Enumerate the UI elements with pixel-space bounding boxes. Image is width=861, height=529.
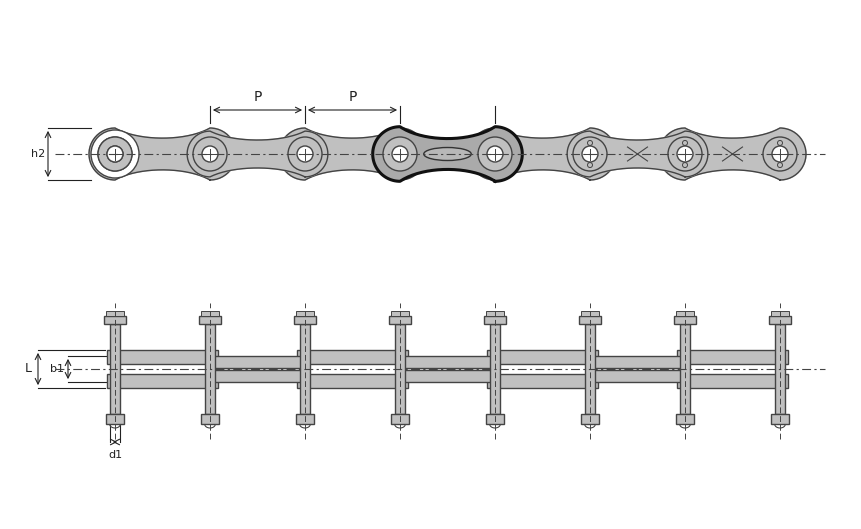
Bar (389, 316, 411, 324)
Circle shape (98, 137, 132, 171)
Bar (106, 311, 124, 316)
Polygon shape (279, 128, 426, 180)
Bar (199, 316, 221, 324)
Bar (486, 414, 504, 424)
Bar (201, 311, 219, 316)
Bar (592, 370, 683, 382)
Bar (296, 414, 314, 424)
Polygon shape (469, 128, 616, 180)
Polygon shape (659, 128, 806, 180)
Bar (581, 414, 599, 424)
Polygon shape (373, 127, 523, 181)
Circle shape (91, 130, 139, 178)
Circle shape (392, 146, 408, 162)
Bar (579, 316, 601, 324)
Circle shape (763, 137, 797, 171)
Bar (592, 356, 683, 368)
Circle shape (107, 146, 123, 162)
Circle shape (487, 146, 503, 162)
Circle shape (478, 137, 512, 171)
Polygon shape (89, 128, 236, 180)
Polygon shape (187, 131, 328, 177)
Ellipse shape (424, 148, 471, 160)
Bar (212, 370, 303, 382)
Bar (484, 316, 506, 324)
Circle shape (288, 137, 322, 171)
Circle shape (98, 137, 132, 171)
Bar (107, 374, 218, 388)
Bar (205, 324, 215, 414)
Bar (680, 324, 690, 414)
Bar (107, 350, 218, 364)
Bar (676, 311, 694, 316)
Circle shape (677, 146, 693, 162)
Circle shape (582, 146, 598, 162)
Bar (402, 370, 493, 382)
Bar (201, 414, 219, 424)
Bar (771, 414, 789, 424)
Bar (297, 374, 408, 388)
Bar (769, 316, 791, 324)
Polygon shape (377, 131, 517, 177)
Circle shape (202, 146, 218, 162)
Text: b1: b1 (50, 364, 64, 374)
Bar (296, 311, 314, 316)
Circle shape (772, 146, 788, 162)
Bar (771, 311, 789, 316)
Bar (395, 324, 405, 414)
Bar (676, 414, 694, 424)
Text: d1: d1 (108, 450, 122, 460)
Bar (300, 324, 310, 414)
Circle shape (297, 146, 313, 162)
Bar (581, 311, 599, 316)
Bar (391, 414, 409, 424)
Circle shape (193, 137, 227, 171)
Polygon shape (567, 131, 708, 177)
Bar (297, 350, 408, 364)
Text: h2: h2 (31, 149, 45, 159)
Bar (106, 414, 124, 424)
Bar (104, 316, 126, 324)
Bar (585, 324, 595, 414)
Bar (674, 316, 696, 324)
Bar (212, 356, 303, 368)
Bar (487, 350, 598, 364)
Bar (677, 374, 788, 388)
Bar (110, 324, 120, 414)
Circle shape (668, 137, 702, 171)
Bar (487, 374, 598, 388)
Text: P: P (253, 90, 262, 104)
Text: L: L (24, 362, 32, 376)
Circle shape (573, 137, 607, 171)
Bar (486, 311, 504, 316)
Bar (677, 350, 788, 364)
Bar (294, 316, 316, 324)
Bar (391, 311, 409, 316)
Circle shape (383, 137, 417, 171)
Circle shape (107, 146, 123, 162)
Bar (775, 324, 785, 414)
Text: P: P (349, 90, 356, 104)
Bar (402, 356, 493, 368)
Bar (490, 324, 500, 414)
